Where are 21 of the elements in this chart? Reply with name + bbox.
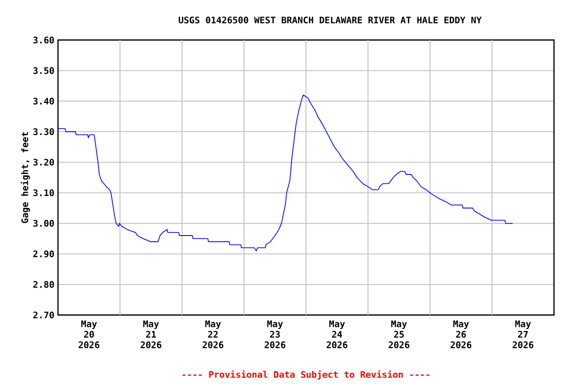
y-tick-label: 3.00 — [33, 220, 54, 227]
x-tick-label: May 27 2026 — [512, 320, 534, 348]
y-tick-label: 3.20 — [33, 158, 54, 166]
x-tick-label: May 25 2026 — [388, 320, 410, 348]
y-tick-label: 2.90 — [33, 250, 54, 258]
y-tick-label: 3.40 — [33, 98, 54, 105]
y-axis-title: Gage height, feet — [20, 132, 30, 224]
y-tick-label: 3.10 — [33, 189, 54, 196]
y-tick-label: 2.80 — [33, 281, 54, 288]
x-tick-label: May 20 2026 — [78, 320, 100, 348]
y-tick-label: 3.50 — [33, 67, 54, 74]
chart-title: USGS 01426500 WEST BRANCH DELAWARE RIVER AT HALE EDDY NY — [178, 16, 482, 24]
x-tick-label: May 21 2026 — [140, 320, 162, 348]
x-tick-label: May 24 2026 — [326, 320, 348, 348]
text: ---- Provisional Data Subject to Revision ---- — [182, 370, 430, 380]
y-tick-label: 2.70 — [33, 312, 54, 318]
y-tick-label: 3.30 — [33, 128, 54, 136]
x-tick-label: May 23 2026 — [264, 320, 286, 348]
x-tick-label: May 26 2026 — [450, 320, 472, 348]
y-tick-label: 3.60 — [33, 36, 54, 44]
x-tick-label: May 22 2026 — [202, 320, 224, 348]
